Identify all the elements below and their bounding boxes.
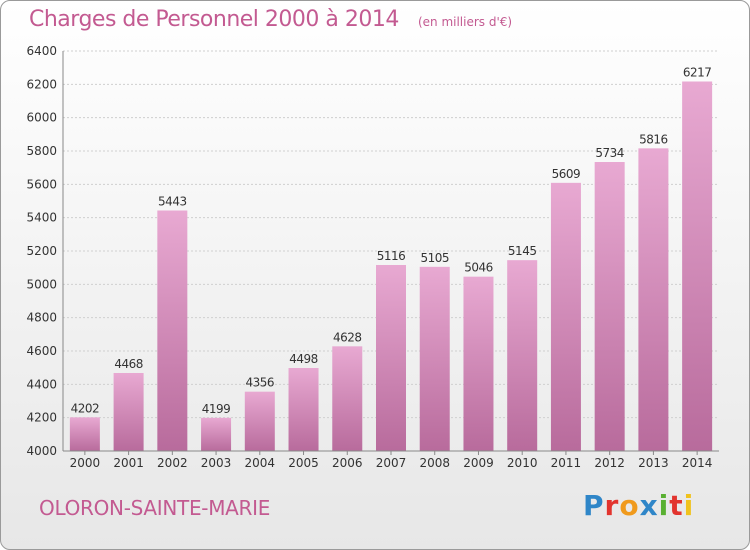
logo-letter: P bbox=[583, 489, 605, 522]
data-label: 5443 bbox=[158, 195, 187, 209]
data-label: 4468 bbox=[114, 357, 143, 371]
bar-2011 bbox=[550, 182, 581, 452]
chart-title: Charges de Personnel 2000 à 2014 bbox=[29, 7, 399, 32]
logo-letter: x bbox=[639, 489, 659, 522]
x-tick-label: 2013 bbox=[638, 456, 669, 470]
x-tick-label: 2014 bbox=[682, 456, 713, 470]
bar-2010 bbox=[507, 260, 538, 451]
data-label: 6217 bbox=[683, 66, 712, 80]
x-tick-label: 2005 bbox=[288, 456, 319, 470]
bar-2007 bbox=[376, 265, 406, 451]
y-tick-label: 4000 bbox=[26, 444, 57, 458]
x-tick-label: 2000 bbox=[70, 456, 101, 470]
commune-name: OLORON-SAINTE-MARIE bbox=[39, 496, 271, 520]
bar-2013 bbox=[638, 148, 669, 452]
x-tick-label: 2007 bbox=[376, 456, 407, 470]
data-label: 4498 bbox=[289, 352, 318, 366]
x-tick-label: 2001 bbox=[113, 456, 144, 470]
bar-2001 bbox=[113, 373, 144, 451]
data-label: 5116 bbox=[377, 249, 406, 263]
bar-2005 bbox=[288, 368, 319, 451]
x-tick-label: 2004 bbox=[245, 456, 276, 470]
bar-2000 bbox=[69, 417, 100, 451]
bar-2004 bbox=[244, 391, 275, 451]
y-tick-label: 6000 bbox=[26, 111, 57, 125]
data-label: 4628 bbox=[333, 330, 362, 344]
data-label: 5105 bbox=[420, 251, 449, 265]
data-label: 4202 bbox=[71, 401, 100, 415]
data-label: 4356 bbox=[246, 376, 275, 390]
y-tick-label: 5800 bbox=[26, 144, 57, 158]
data-label: 4199 bbox=[202, 402, 231, 416]
x-tick-label: 2012 bbox=[594, 456, 625, 470]
bar-2014 bbox=[682, 81, 713, 451]
data-label: 5145 bbox=[508, 244, 537, 258]
logo-letter: i bbox=[658, 489, 670, 522]
data-label: 5816 bbox=[639, 132, 668, 146]
y-tick-label: 4400 bbox=[26, 377, 57, 391]
title-row: Charges de Personnel 2000 à 2014 (en mil… bbox=[29, 7, 512, 32]
y-tick-label: 4600 bbox=[26, 344, 57, 358]
data-label: 5046 bbox=[464, 261, 493, 275]
y-tick-label: 5400 bbox=[26, 211, 57, 225]
bar-2009 bbox=[463, 276, 494, 451]
x-tick-label: 2010 bbox=[507, 456, 538, 470]
y-tick-label: 5000 bbox=[26, 277, 57, 291]
logo-letter: r bbox=[604, 489, 620, 522]
proxiti-logo: Proxiti bbox=[583, 489, 694, 522]
data-label: 5734 bbox=[595, 146, 624, 160]
x-tick-label: 2002 bbox=[157, 456, 188, 470]
logo-letter: o bbox=[619, 489, 640, 522]
x-tick-label: 2003 bbox=[201, 456, 232, 470]
y-tick-label: 5200 bbox=[26, 244, 57, 258]
y-tick-label: 6200 bbox=[26, 77, 57, 91]
bar-2003 bbox=[201, 417, 232, 451]
chart-unit-label: (en milliers d'€) bbox=[417, 15, 513, 29]
y-tick-label: 4800 bbox=[26, 311, 57, 325]
x-tick-label: 2008 bbox=[419, 456, 450, 470]
y-tick-label: 6400 bbox=[26, 44, 57, 58]
x-tick-label: 2009 bbox=[463, 456, 494, 470]
bar-2002 bbox=[157, 210, 188, 451]
y-tick-label: 5600 bbox=[26, 177, 57, 191]
logo-letter: i bbox=[683, 489, 695, 522]
bar-2012 bbox=[594, 162, 625, 451]
data-label: 5609 bbox=[552, 167, 581, 181]
bar-2006 bbox=[332, 346, 363, 451]
y-tick-label: 4200 bbox=[26, 411, 57, 425]
logo-letter: t bbox=[669, 489, 684, 522]
bar-2008 bbox=[419, 266, 450, 451]
x-tick-label: 2011 bbox=[551, 456, 582, 470]
x-tick-label: 2006 bbox=[332, 456, 363, 470]
